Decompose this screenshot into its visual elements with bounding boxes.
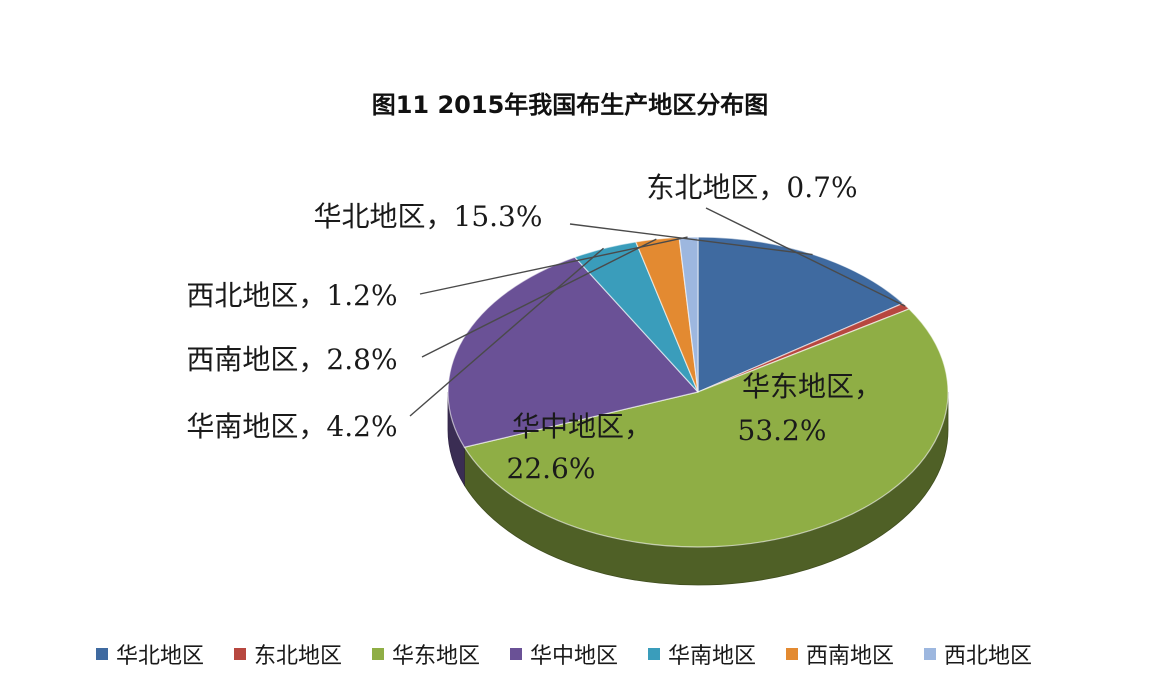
legend-item-0: 华北地区 <box>96 644 204 669</box>
legend-swatch-1 <box>234 648 246 660</box>
legend-label-2: 华东地区 <box>392 644 480 669</box>
legend-item-2: 华东地区 <box>372 644 480 669</box>
label-huadong-name: 华东地区， <box>742 370 882 403</box>
legend-label-1: 东北地区 <box>254 644 342 669</box>
chart-legend: 华北地区 东北地区 华东地区 华中地区 华南地区 西南地区 西北地区 <box>96 644 1032 669</box>
legend-swatch-5 <box>786 648 798 660</box>
legend-swatch-2 <box>372 648 384 660</box>
legend-swatch-0 <box>96 648 108 660</box>
leader-huabei <box>569 223 813 256</box>
leader-dongbei <box>705 207 906 307</box>
legend-swatch-3 <box>510 648 522 660</box>
legend-label-0: 华北地区 <box>116 644 204 669</box>
legend-swatch-4 <box>648 648 660 660</box>
label-dongbei: 东北地区，0.7% <box>646 171 857 204</box>
slice-3 <box>447 256 700 448</box>
label-huazhong-value: 22.6% <box>507 452 596 485</box>
legend-label-5: 西南地区 <box>806 644 894 669</box>
legend-item-5: 西南地区 <box>786 644 894 669</box>
legend-item-4: 华南地区 <box>648 644 756 669</box>
legend-label-3: 华中地区 <box>530 644 618 669</box>
legend-label-6: 西北地区 <box>944 644 1032 669</box>
legend-item-3: 华中地区 <box>510 644 618 669</box>
pie-top-layer <box>447 236 949 548</box>
label-huazhong-name: 华中地区， <box>512 410 652 443</box>
slice-0 <box>697 236 905 393</box>
legend-item-6: 西北地区 <box>924 644 1032 669</box>
legend-item-1: 东北地区 <box>234 644 342 669</box>
label-huabei: 华北地区，15.3% <box>314 200 543 233</box>
label-xibei: 西北地区，1.2% <box>186 279 397 312</box>
label-xinan: 西南地区，2.8% <box>186 343 397 376</box>
label-huadong-value: 53.2% <box>738 414 827 447</box>
leader-xinan <box>421 238 657 358</box>
slice-2 <box>463 308 949 548</box>
leader-xibei <box>419 236 688 295</box>
leader-lines <box>409 207 906 417</box>
label-huanan: 华南地区，4.2% <box>186 410 397 443</box>
legend-label-4: 华南地区 <box>668 644 756 669</box>
legend-swatch-6 <box>924 648 936 660</box>
chart-title: 图11 2015年我国布生产地区分布图 <box>372 91 769 119</box>
leader-huanan <box>409 247 604 417</box>
